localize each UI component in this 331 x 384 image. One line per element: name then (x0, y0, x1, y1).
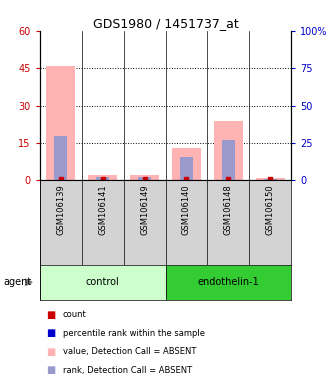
Text: GSM106149: GSM106149 (140, 185, 149, 235)
Text: GSM106148: GSM106148 (224, 185, 233, 235)
Bar (222, 140, 235, 180)
Bar (88, 175, 117, 180)
Bar (46, 66, 75, 180)
Text: GSM106150: GSM106150 (266, 185, 275, 235)
Text: ■: ■ (46, 365, 56, 375)
Text: count: count (63, 310, 87, 319)
Text: value, Detection Call = ABSENT: value, Detection Call = ABSENT (63, 347, 196, 356)
Bar (138, 177, 151, 180)
Bar (130, 175, 159, 180)
Bar (214, 121, 243, 180)
Bar (256, 178, 285, 180)
Text: ■: ■ (46, 347, 56, 357)
FancyBboxPatch shape (166, 265, 291, 300)
Text: agent: agent (3, 277, 31, 287)
Bar (54, 136, 67, 180)
Bar (96, 177, 109, 180)
Text: GSM106141: GSM106141 (98, 185, 107, 235)
Text: rank, Detection Call = ABSENT: rank, Detection Call = ABSENT (63, 366, 192, 375)
Text: control: control (86, 277, 119, 287)
FancyBboxPatch shape (40, 265, 166, 300)
Title: GDS1980 / 1451737_at: GDS1980 / 1451737_at (93, 17, 238, 30)
Bar (180, 157, 193, 180)
Bar (264, 179, 277, 180)
Text: percentile rank within the sample: percentile rank within the sample (63, 329, 205, 338)
Text: endothelin-1: endothelin-1 (198, 277, 259, 287)
Bar (172, 148, 201, 180)
Text: GSM106140: GSM106140 (182, 185, 191, 235)
Text: GSM106139: GSM106139 (56, 185, 65, 235)
Text: ■: ■ (46, 310, 56, 320)
Text: ■: ■ (46, 328, 56, 338)
